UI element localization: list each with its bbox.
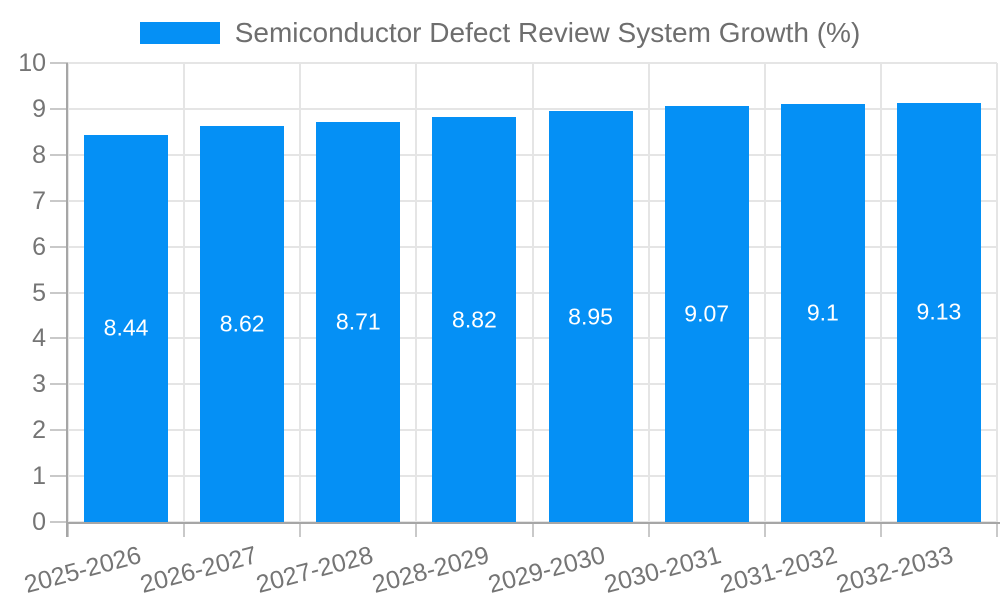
x-tick-mark	[531, 524, 534, 537]
bar	[200, 126, 285, 522]
y-tick-label: 2	[32, 416, 46, 445]
bar	[896, 102, 981, 522]
x-tick-label: 2032-2033	[833, 540, 957, 599]
bar-value-label: 8.62	[219, 310, 265, 337]
bar-value-label: 8.82	[452, 306, 497, 333]
x-tick-mark	[763, 524, 766, 537]
gridline-vertical	[879, 63, 882, 522]
y-tick-label: 3	[32, 370, 46, 399]
legend-label: Semiconductor Defect Review System Growt…	[234, 17, 861, 48]
y-tick-label: 9	[32, 94, 46, 123]
gridline-vertical	[299, 63, 302, 522]
x-tick-mark	[647, 524, 650, 537]
bar	[664, 105, 749, 522]
y-tick-mark	[50, 291, 68, 294]
bar	[780, 104, 865, 522]
gridline-vertical	[996, 63, 998, 522]
y-axis-line	[66, 63, 68, 537]
bar-value-label: 8.95	[568, 303, 613, 330]
bar	[316, 122, 401, 522]
x-tick-label: 2028-2029	[369, 540, 492, 599]
x-tick-mark	[879, 524, 882, 537]
bar	[84, 134, 169, 522]
y-tick-label: 7	[32, 186, 46, 215]
gridline-vertical	[647, 63, 650, 522]
y-tick-mark	[50, 521, 68, 523]
x-tick-label: 2029-2030	[485, 540, 609, 599]
bar-value-label: 8.71	[335, 308, 381, 335]
y-tick-mark	[50, 199, 68, 202]
bar-value-label: 9.07	[684, 300, 730, 327]
y-tick-label: 4	[32, 324, 46, 353]
x-tick-mark	[183, 524, 186, 537]
x-tick-mark	[67, 524, 69, 537]
x-tick-label: 2030-2031	[601, 540, 725, 599]
y-tick-mark	[50, 475, 68, 478]
y-tick-mark	[50, 153, 68, 156]
y-tick-label: 6	[32, 232, 46, 261]
y-tick-mark	[50, 383, 68, 386]
x-tick-mark	[996, 524, 998, 537]
gridline-vertical	[67, 63, 69, 522]
gridline-vertical	[531, 63, 534, 522]
y-tick-label: 1	[32, 462, 46, 491]
y-tick-mark	[50, 107, 68, 110]
y-tick-label: 10	[18, 49, 46, 77]
y-tick-mark	[50, 245, 68, 248]
x-tick-label: 2026-2027	[136, 540, 260, 599]
bar-value-label: 8.44	[103, 314, 149, 341]
bar	[432, 117, 517, 522]
legend-swatch	[139, 22, 220, 44]
bar-value-label: 9.1	[806, 299, 839, 326]
y-tick-mark	[50, 337, 68, 340]
gridline-vertical	[763, 63, 766, 522]
gridline-vertical	[183, 63, 186, 522]
gridline-vertical	[415, 63, 418, 522]
x-tick-mark	[415, 524, 418, 537]
y-tick-mark	[50, 429, 68, 432]
y-tick-mark	[50, 62, 68, 64]
x-tick-mark	[299, 524, 302, 537]
x-axis-line	[66, 522, 1000, 524]
bar-value-label: 9.13	[916, 298, 962, 325]
y-tick-label: 8	[32, 140, 46, 169]
bar	[548, 111, 633, 522]
x-tick-label: 2031-2032	[717, 540, 841, 599]
y-tick-label: 0	[32, 508, 46, 536]
legend: Semiconductor Defect Review System Growt…	[0, 16, 1000, 50]
x-tick-label: 2027-2028	[253, 540, 376, 599]
y-tick-label: 5	[32, 278, 46, 307]
x-tick-label: 2025-2026	[20, 540, 144, 599]
